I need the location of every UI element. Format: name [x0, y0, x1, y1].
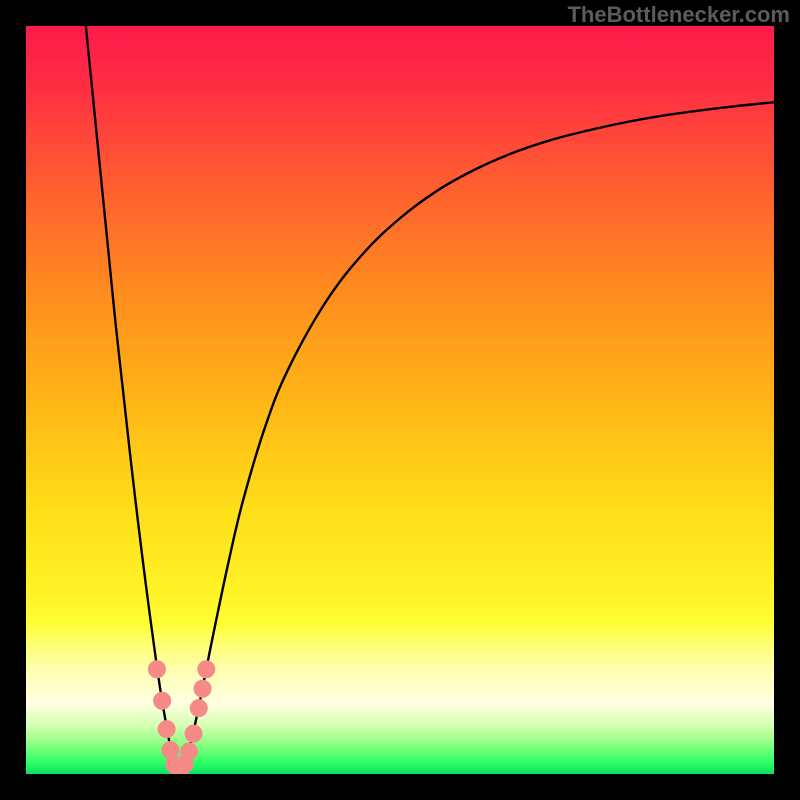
marker-point	[181, 743, 198, 760]
curve-left-branch	[86, 26, 180, 774]
marker-group	[148, 661, 214, 774]
marker-point	[158, 721, 175, 738]
chart-svg-layer	[26, 26, 774, 774]
marker-point	[185, 725, 202, 742]
marker-point	[148, 661, 165, 678]
marker-point	[190, 700, 207, 717]
marker-point	[154, 692, 171, 709]
marker-point	[194, 680, 211, 697]
attribution-text: TheBottlenecker.com	[567, 2, 790, 28]
curve-right-branch	[179, 102, 774, 774]
marker-point	[198, 661, 215, 678]
chart-plot-area	[26, 26, 774, 774]
